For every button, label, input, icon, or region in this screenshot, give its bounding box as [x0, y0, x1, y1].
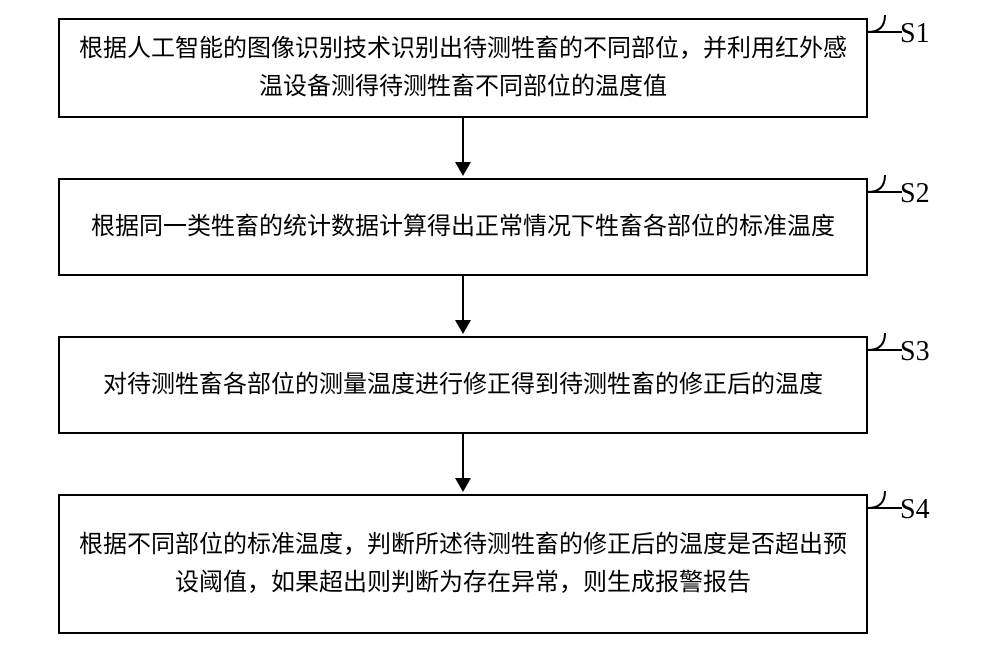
- flow-step-text: 根据人工智能的图像识别技术识别出待测牲畜的不同部位，并利用红外感温设备测得待测牲…: [78, 30, 848, 107]
- flow-step-s2: 根据同一类牲畜的统计数据计算得出正常情况下牲畜各部位的标准温度: [58, 178, 868, 276]
- flow-step-text: 根据同一类牲畜的统计数据计算得出正常情况下牲畜各部位的标准温度: [91, 208, 835, 246]
- step-label-s2: S2: [900, 178, 930, 210]
- flow-step-s4: 根据不同部位的标准温度，判断所述待测牲畜的修正后的温度是否超出预设阈值，如果超出…: [58, 494, 868, 634]
- arrow-head-icon: [455, 320, 471, 334]
- label-curve-icon: [868, 491, 902, 523]
- arrow-head-icon: [455, 478, 471, 492]
- connector-line: [462, 434, 464, 478]
- flow-step-s3: 对待测牲畜各部位的测量温度进行修正得到待测牲畜的修正后的温度: [58, 336, 868, 434]
- step-label-s1: S1: [900, 18, 930, 50]
- label-curve-icon: [868, 175, 902, 207]
- flow-step-text: 根据不同部位的标准温度，判断所述待测牲畜的修正后的温度是否超出预设阈值，如果超出…: [78, 526, 848, 603]
- label-curve-icon: [868, 15, 902, 47]
- connector-line: [462, 118, 464, 162]
- flow-step-text: 对待测牲畜各部位的测量温度进行修正得到待测牲畜的修正后的温度: [103, 366, 823, 404]
- label-curve-icon: [868, 333, 902, 365]
- step-label-s3: S3: [900, 336, 930, 368]
- step-label-s4: S4: [900, 494, 930, 526]
- arrow-head-icon: [455, 162, 471, 176]
- flow-step-s1: 根据人工智能的图像识别技术识别出待测牲畜的不同部位，并利用红外感温设备测得待测牲…: [58, 18, 868, 118]
- connector-line: [462, 276, 464, 320]
